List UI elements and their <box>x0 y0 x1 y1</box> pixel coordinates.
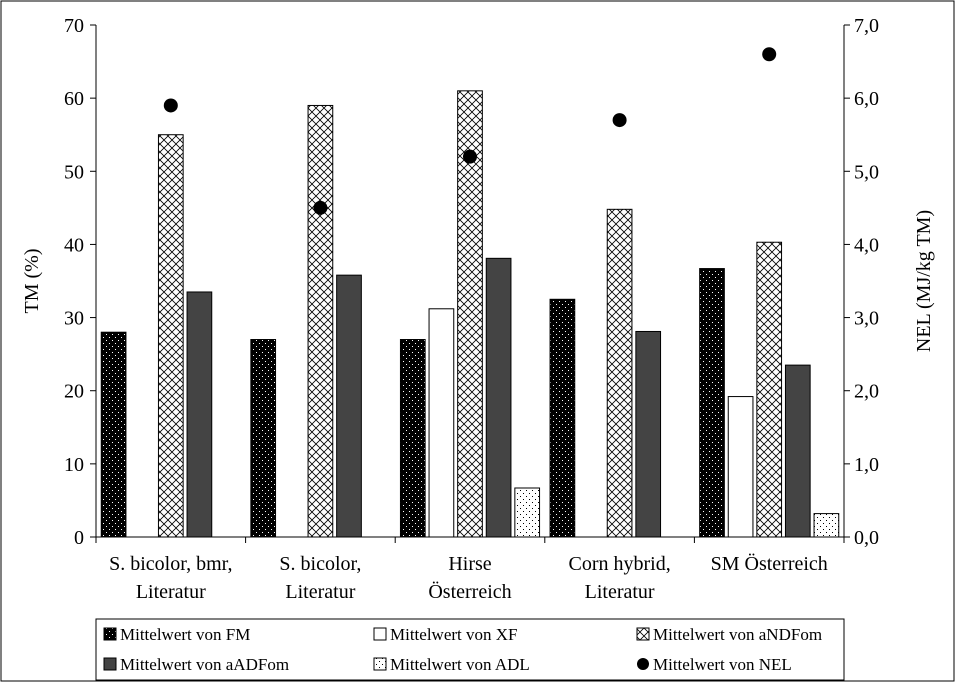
y-tick-label-left: 30 <box>64 308 84 330</box>
y-tick-label-left: 70 <box>64 15 84 37</box>
y-tick-label-right: 4,0 <box>854 234 879 256</box>
bar <box>307 104 334 538</box>
scatter-point <box>163 98 178 113</box>
x-tick-label: Literatur <box>585 581 655 603</box>
y-tick-label-right: 1,0 <box>854 454 879 476</box>
bar <box>635 330 662 538</box>
bar <box>457 90 483 538</box>
legend-label: Mittelwert von ADL <box>390 655 530 674</box>
y-tick-label-left: 40 <box>64 234 84 256</box>
y-axis-title-right: NEL (MJ/kg TM) <box>913 210 935 352</box>
bar <box>606 208 633 538</box>
x-tick-label: Österreich <box>428 580 511 603</box>
bar <box>250 339 277 538</box>
y-tick-label-right: 5,0 <box>854 161 879 183</box>
scatter-point <box>612 113 627 128</box>
y-tick-label-left: 0 <box>74 527 84 549</box>
x-tick-label: S. bicolor, <box>279 553 361 575</box>
scatter-point <box>762 47 777 62</box>
legend-swatch <box>373 627 387 641</box>
bar <box>813 513 840 538</box>
legend-swatch <box>637 658 649 670</box>
y-tick-label-right: 0,0 <box>854 527 879 549</box>
x-tick-label: SM Österreich <box>711 552 828 575</box>
x-tick-label: S. bicolor, bmr, <box>109 553 232 575</box>
bar <box>727 396 754 538</box>
x-tick-label: Corn hybrid, <box>568 553 670 575</box>
legend-swatch <box>103 657 117 671</box>
bar <box>699 268 725 538</box>
y-tick-label-left: 20 <box>64 381 84 403</box>
bar <box>514 487 541 538</box>
x-tick-label: Hirse <box>448 553 491 575</box>
legend-swatch <box>373 657 387 671</box>
legend-label: Mittelwert von NEL <box>653 655 792 674</box>
y-tick-label-right: 3,0 <box>854 308 879 330</box>
bar <box>428 308 455 538</box>
y-tick-label-left: 50 <box>64 161 84 183</box>
bar <box>784 364 811 538</box>
scatter-point <box>463 149 477 164</box>
bar <box>399 339 426 538</box>
bar <box>485 257 512 538</box>
y-axis-title-left: TM (%) <box>21 249 43 314</box>
y-tick-label-right: 6,0 <box>854 88 879 110</box>
legend-label: Mittelwert von FM <box>120 625 250 644</box>
bar <box>336 274 362 538</box>
y-tick-label-left: 10 <box>64 454 84 476</box>
scatter-point <box>313 200 328 215</box>
x-tick-label: Literatur <box>136 581 206 603</box>
bar <box>157 134 184 538</box>
legend-label: Mittelwert von XF <box>390 625 518 644</box>
y-tick-label-right: 7,0 <box>854 15 879 37</box>
bar <box>549 298 576 538</box>
legend-swatch <box>636 627 650 641</box>
legend-swatch <box>103 627 117 641</box>
bar <box>756 241 783 538</box>
bar <box>186 291 213 538</box>
legend-box <box>95 618 845 681</box>
bar <box>100 331 127 538</box>
legend-label: Mittelwert von aNDFom <box>653 625 822 644</box>
legend-label: Mittelwert von aADFom <box>120 655 289 674</box>
y-tick-label-left: 60 <box>64 88 84 110</box>
x-tick-label: Literatur <box>285 581 355 603</box>
y-tick-label-right: 2,0 <box>854 381 879 403</box>
